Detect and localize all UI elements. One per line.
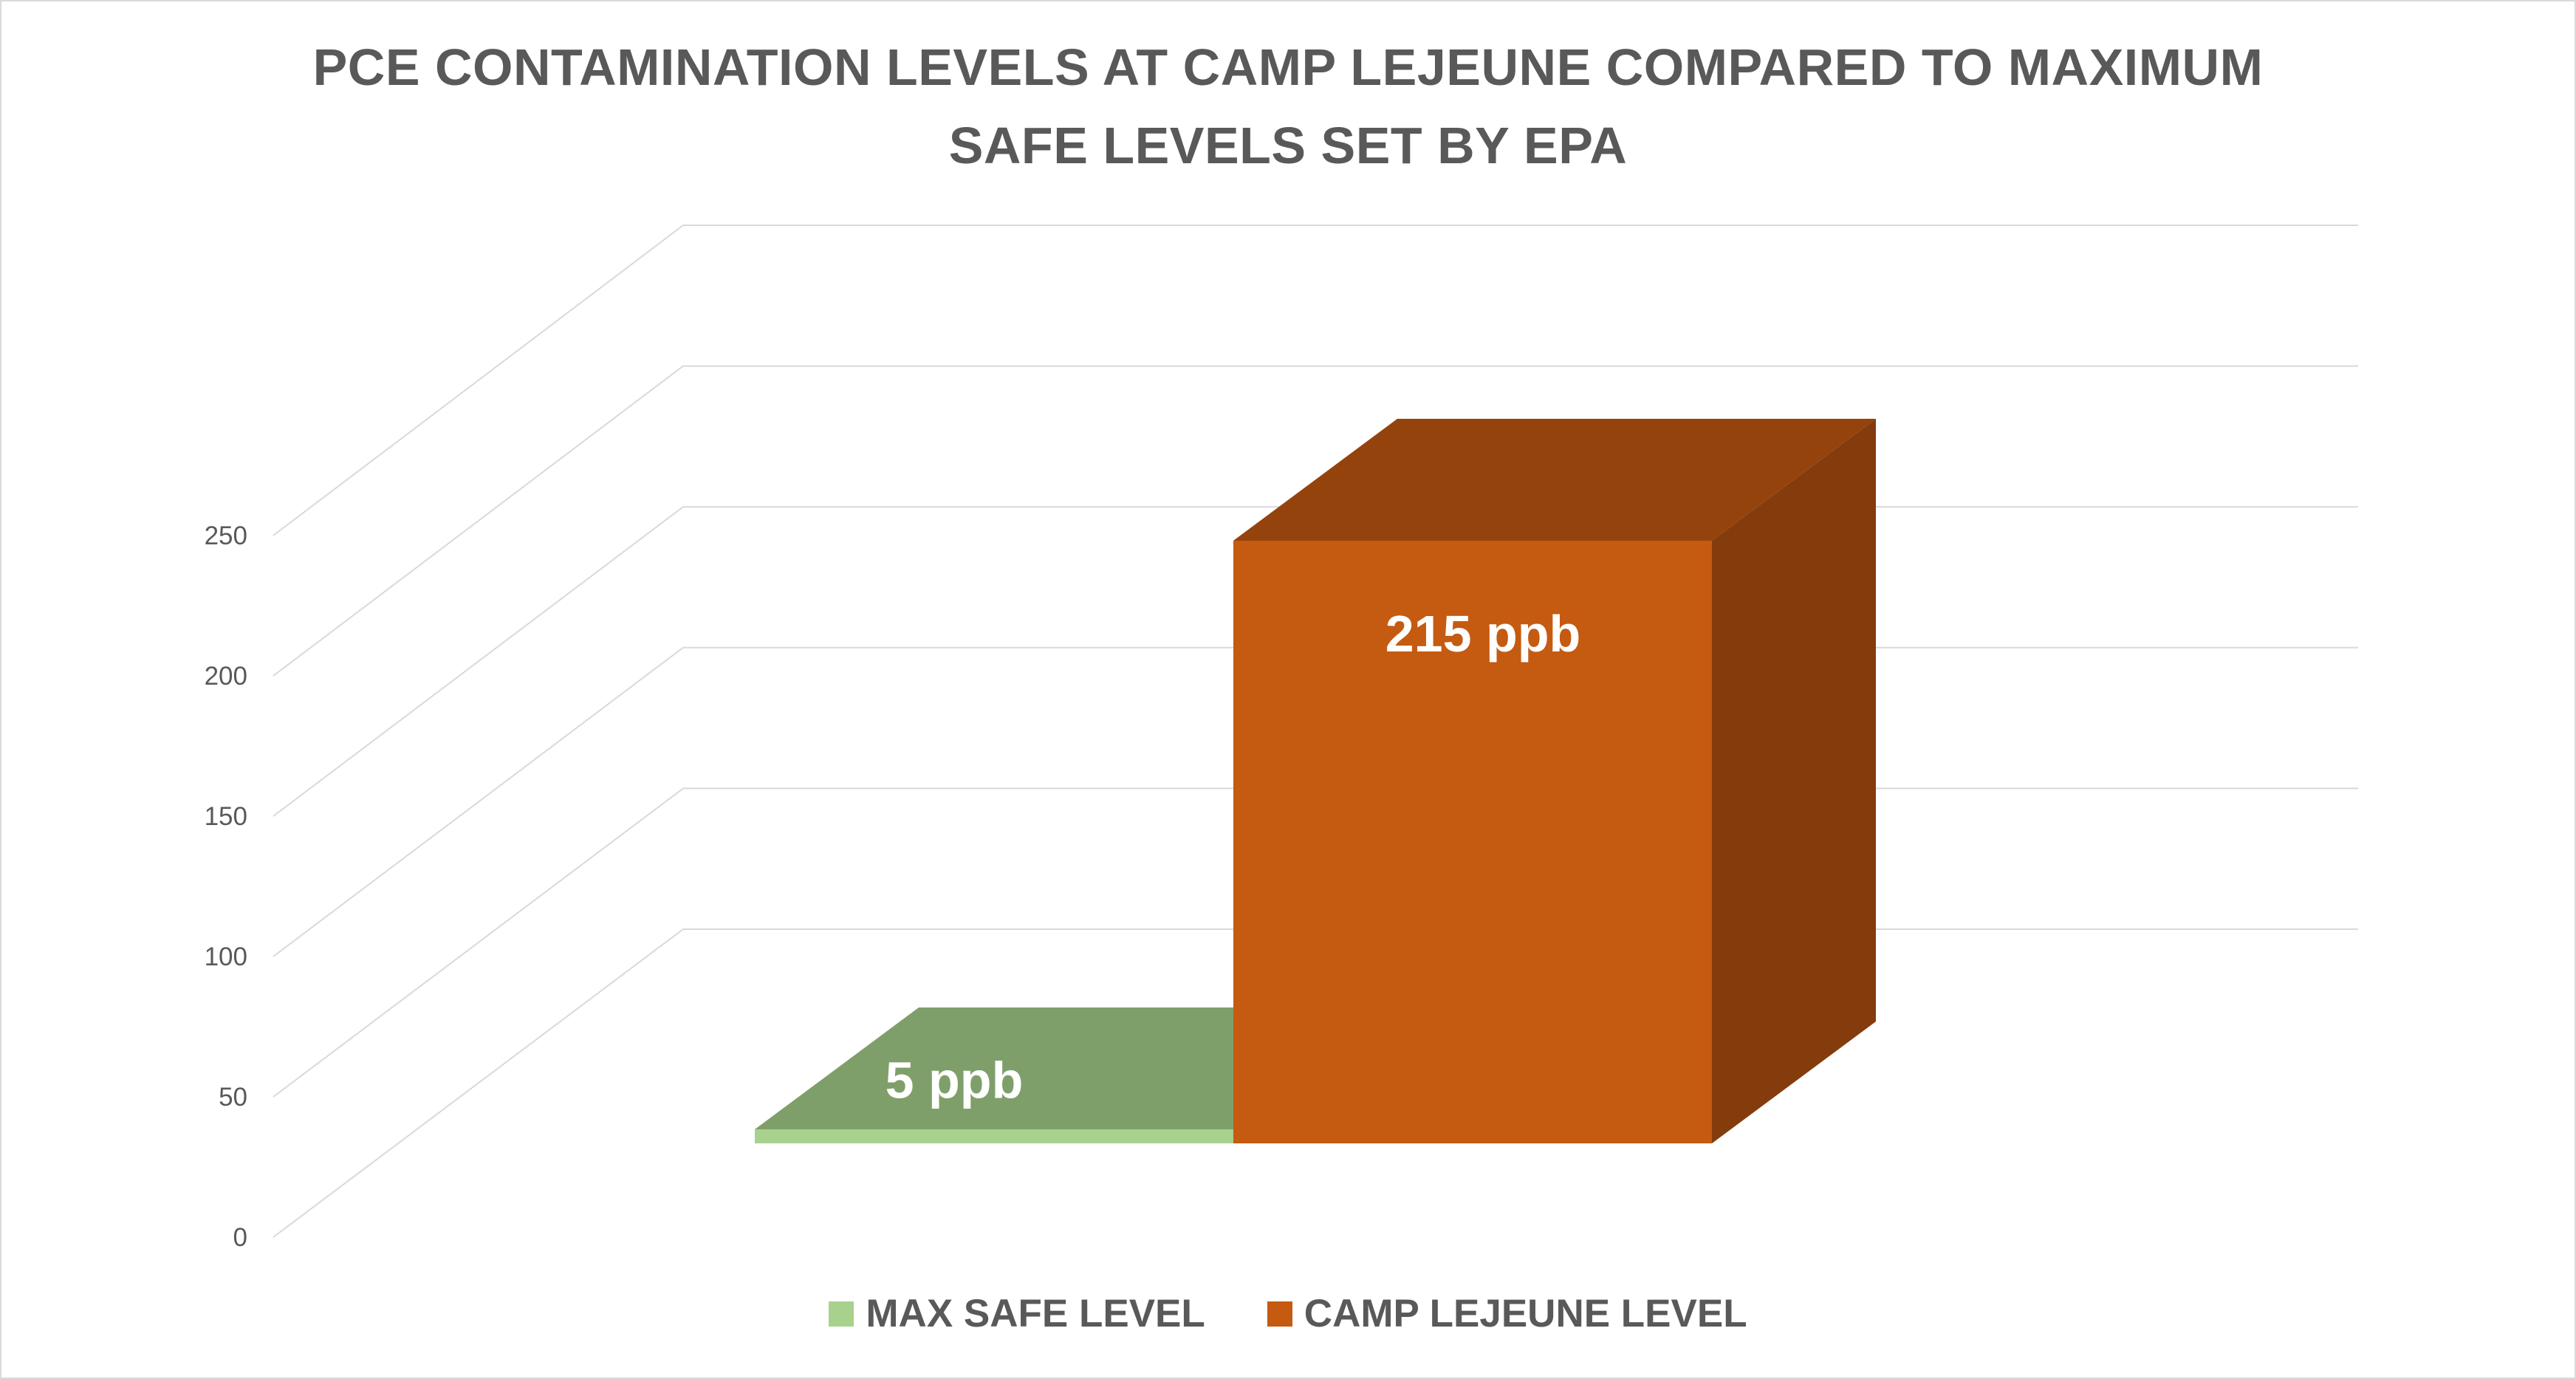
side-gridline-y-50 <box>273 787 684 1098</box>
legend-item-camp-lejeune-level: CAMP LEJEUNE LEVEL <box>1267 1291 1747 1336</box>
side-gridline-y-250 <box>273 225 684 536</box>
legend-label-camp-lejeune-level: CAMP LEJEUNE LEVEL <box>1304 1292 1747 1335</box>
bar-top-camp-lejeune-level <box>1233 419 1876 541</box>
legend-label-max-safe-level: MAX SAFE LEVEL <box>866 1292 1205 1335</box>
legend-swatch-max-safe-level <box>829 1301 854 1327</box>
y-tick-label-y-250: 250 <box>205 521 247 550</box>
data-label-camp-lejeune-level: 215 ppb <box>1385 605 1581 663</box>
y-axis-tick-labels: 0 50 100 150 200 250 <box>205 521 247 1252</box>
legend-item-max-safe-level: MAX SAFE LEVEL <box>829 1291 1205 1336</box>
bar-camp-lejeune-level <box>1233 541 1712 1143</box>
y-tick-label-y-150: 150 <box>205 802 247 831</box>
y-tick-label-y-0: 0 <box>233 1223 247 1252</box>
data-label-max-safe-level: 5 ppb <box>886 1052 1024 1109</box>
y-tick-label-y-200: 200 <box>205 662 247 691</box>
side-gridline-y-200 <box>273 365 684 677</box>
side-gridline-y-100 <box>273 647 684 957</box>
bar-max-safe-level <box>755 1129 1233 1143</box>
chart-title-line-2: SAFE LEVELS SET BY EPA <box>948 117 1628 174</box>
side-gridline-y-150 <box>273 506 684 817</box>
data-labels: 5 ppb 215 ppb <box>886 605 1581 1109</box>
bars <box>755 419 1876 1143</box>
chart-title: PCE CONTAMINATION LEVELS AT CAMP LEJEUNE… <box>0 28 2576 185</box>
y-tick-label-y-50: 50 <box>219 1083 247 1112</box>
bar-side-camp-lejeune-level <box>1712 419 1876 1143</box>
legend-swatch-camp-lejeune-level <box>1267 1301 1292 1327</box>
y-tick-label-y-100: 100 <box>205 942 247 971</box>
legend: MAX SAFE LEVEL CAMP LEJEUNE LEVEL <box>0 1291 2576 1336</box>
chart-title-line-1: PCE CONTAMINATION LEVELS AT CAMP LEJEUNE… <box>312 38 2264 96</box>
side-gridline-y-0 <box>273 928 684 1238</box>
